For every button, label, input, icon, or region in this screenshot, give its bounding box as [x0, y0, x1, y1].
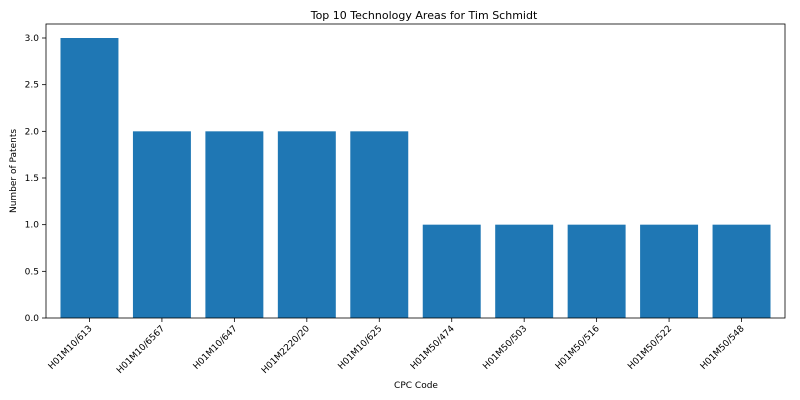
x-tick-label: H01M10/6567	[115, 324, 167, 376]
bar-2	[133, 131, 191, 318]
y-tick-label: 0.0	[25, 314, 40, 324]
x-tick-label: H01M50/474	[409, 324, 457, 372]
x-tick-label: H01M2220/20	[260, 324, 312, 376]
bar-3	[205, 131, 263, 318]
bar-8	[568, 225, 626, 318]
chart-title: Top 10 Technology Areas for Tim Schmidt	[310, 9, 538, 22]
x-tick-label: H01M10/647	[192, 324, 240, 372]
x-tick-label: H01M50/516	[554, 324, 602, 372]
y-tick-label: 1.0	[25, 221, 40, 231]
y-tick-label: 2.5	[25, 81, 39, 91]
y-tick-label: 2.0	[25, 127, 40, 137]
x-tick-label: H01M10/625	[337, 324, 385, 372]
y-tick-label: 3.0	[25, 34, 40, 44]
x-tick-label: H01M50/503	[481, 324, 529, 372]
y-tick-label: 0.5	[25, 267, 39, 277]
bar-5	[350, 131, 408, 318]
y-axis-title: Number of Patents	[9, 129, 19, 213]
x-axis-title: CPC Code	[394, 381, 438, 391]
x-axis: H01M10/613 H01M10/6567 H01M10/647 H01M2220/…	[47, 318, 747, 376]
bar-10	[713, 225, 771, 318]
y-tick-label: 1.5	[25, 174, 39, 184]
bar-7	[495, 225, 553, 318]
bar-9	[640, 225, 698, 318]
bar-1	[60, 38, 118, 318]
x-tick-label: H01M50/548	[699, 324, 747, 372]
bar-4	[278, 131, 336, 318]
x-tick-label: H01M50/522	[626, 324, 674, 372]
bars-group	[60, 38, 770, 318]
bar-6	[423, 225, 481, 318]
x-tick-label: H01M10/613	[47, 324, 95, 372]
y-axis: 0.0 0.5 1.0 1.5 2.0 2.5 3.0	[25, 34, 46, 324]
